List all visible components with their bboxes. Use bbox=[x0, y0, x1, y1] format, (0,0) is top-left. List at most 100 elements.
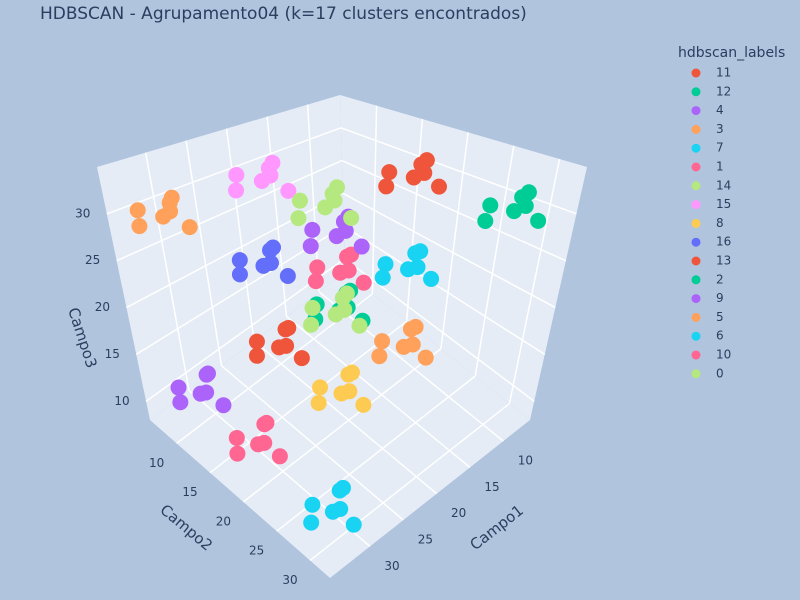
grid-line bbox=[440, 132, 469, 349]
points bbox=[129, 152, 547, 533]
point bbox=[309, 259, 326, 276]
point bbox=[412, 243, 429, 260]
legend-marker bbox=[691, 218, 701, 228]
point bbox=[307, 273, 324, 290]
legend-item[interactable]: 9 bbox=[691, 291, 724, 305]
point bbox=[338, 285, 355, 302]
legend-item[interactable]: 6 bbox=[691, 329, 724, 343]
tick-label: 15 bbox=[182, 485, 197, 499]
legend-label: 5 bbox=[716, 310, 724, 324]
grid-line bbox=[185, 140, 223, 366]
point bbox=[162, 203, 179, 220]
legend-label: 4 bbox=[716, 103, 724, 117]
point bbox=[278, 337, 295, 354]
legend-item[interactable]: 11 bbox=[691, 66, 732, 80]
point bbox=[228, 166, 245, 183]
legend-item[interactable]: 15 bbox=[691, 197, 732, 211]
point bbox=[517, 197, 534, 214]
point bbox=[199, 365, 216, 382]
tick-label: 15 bbox=[484, 480, 499, 494]
grid-line bbox=[188, 389, 371, 547]
point bbox=[337, 222, 354, 239]
point bbox=[377, 256, 394, 273]
point bbox=[355, 396, 372, 413]
point bbox=[279, 267, 296, 284]
point bbox=[264, 154, 281, 171]
tick-label: 10 bbox=[149, 456, 164, 470]
legend-label: 1 bbox=[716, 160, 724, 174]
legend-item[interactable]: 5 bbox=[691, 310, 724, 324]
legend-marker bbox=[691, 200, 701, 210]
legend-marker bbox=[691, 237, 701, 247]
grid-line bbox=[286, 315, 471, 468]
point bbox=[265, 239, 282, 256]
legend-marker bbox=[691, 106, 701, 116]
legend-label: 13 bbox=[716, 254, 731, 268]
point bbox=[291, 192, 308, 209]
point bbox=[198, 384, 215, 401]
legend-item[interactable]: 8 bbox=[691, 216, 724, 230]
grid-line bbox=[266, 116, 288, 317]
legend-label: 8 bbox=[716, 216, 724, 230]
grid-line bbox=[344, 258, 535, 402]
point bbox=[340, 262, 357, 279]
legend-marker bbox=[691, 124, 701, 134]
chart-title: HDBSCAN - Agrupamento04 (k=17 clusters e… bbox=[40, 4, 527, 24]
point bbox=[280, 319, 297, 336]
legend-item[interactable]: 14 bbox=[691, 178, 732, 192]
point bbox=[416, 164, 433, 181]
tick-label: 20 bbox=[216, 514, 231, 528]
legend: 11 12 4 3 7 1 14 15 8 16 13 2 9 5 6 10 0 bbox=[691, 66, 732, 380]
legend-marker bbox=[691, 162, 701, 172]
point bbox=[371, 348, 388, 365]
point bbox=[129, 202, 146, 219]
tick-label: 10 bbox=[114, 394, 129, 408]
legend-label: 7 bbox=[716, 141, 724, 155]
point bbox=[520, 184, 537, 201]
point bbox=[328, 179, 345, 196]
legend-item[interactable]: 3 bbox=[691, 122, 724, 136]
point bbox=[248, 333, 265, 350]
point bbox=[404, 336, 421, 353]
point bbox=[258, 414, 275, 431]
point bbox=[431, 178, 448, 195]
point bbox=[332, 501, 349, 518]
legend-title: hdbscan_labels bbox=[678, 45, 785, 61]
point bbox=[417, 349, 434, 366]
tick-label: 30 bbox=[384, 559, 399, 573]
point bbox=[374, 333, 391, 350]
legend-marker bbox=[691, 181, 701, 191]
legend-marker bbox=[691, 350, 701, 360]
legend-item[interactable]: 16 bbox=[691, 235, 732, 249]
legend-label: 12 bbox=[716, 84, 731, 98]
legend-item[interactable]: 1 bbox=[691, 160, 724, 174]
grid-line bbox=[144, 152, 190, 391]
point bbox=[336, 301, 353, 318]
point bbox=[231, 252, 248, 269]
point bbox=[482, 197, 499, 214]
legend-item[interactable]: 0 bbox=[691, 366, 724, 380]
point bbox=[304, 496, 321, 513]
legend-item[interactable]: 12 bbox=[691, 84, 732, 98]
legend-item[interactable]: 2 bbox=[691, 272, 724, 286]
point bbox=[181, 219, 198, 236]
grid-line bbox=[474, 145, 515, 377]
legend-item[interactable]: 10 bbox=[691, 348, 732, 362]
point bbox=[530, 212, 547, 229]
legend-marker bbox=[691, 312, 701, 322]
tick-label: 30 bbox=[282, 573, 297, 587]
grid-line bbox=[221, 365, 404, 521]
grid-line bbox=[253, 340, 438, 495]
legend-label: 9 bbox=[716, 291, 724, 305]
legend-item[interactable]: 4 bbox=[691, 103, 724, 117]
grid-line bbox=[309, 402, 510, 562]
point bbox=[374, 269, 391, 286]
point bbox=[351, 317, 368, 334]
legend-item[interactable]: 7 bbox=[691, 141, 724, 155]
point bbox=[304, 299, 321, 316]
legend-item[interactable]: 13 bbox=[691, 254, 732, 268]
legend-label: 3 bbox=[716, 122, 724, 136]
point bbox=[409, 259, 426, 276]
point bbox=[170, 379, 187, 396]
grid-line bbox=[508, 158, 561, 404]
